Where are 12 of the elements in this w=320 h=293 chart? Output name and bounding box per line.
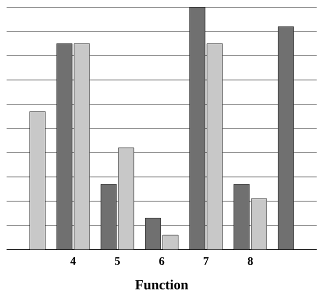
x-axis-title: Function — [135, 280, 188, 290]
x-tick-label: 4 — [70, 257, 76, 265]
bar — [100, 184, 117, 250]
bar — [278, 26, 294, 250]
bar — [145, 218, 161, 250]
bar — [56, 44, 72, 250]
bar — [189, 7, 206, 250]
x-tick-label: 8 — [248, 257, 253, 266]
x-tick-label: 5 — [114, 257, 120, 266]
x-tick-label: 6 — [159, 257, 164, 266]
bar — [234, 184, 250, 250]
x-tick-label: 7 — [204, 257, 209, 265]
